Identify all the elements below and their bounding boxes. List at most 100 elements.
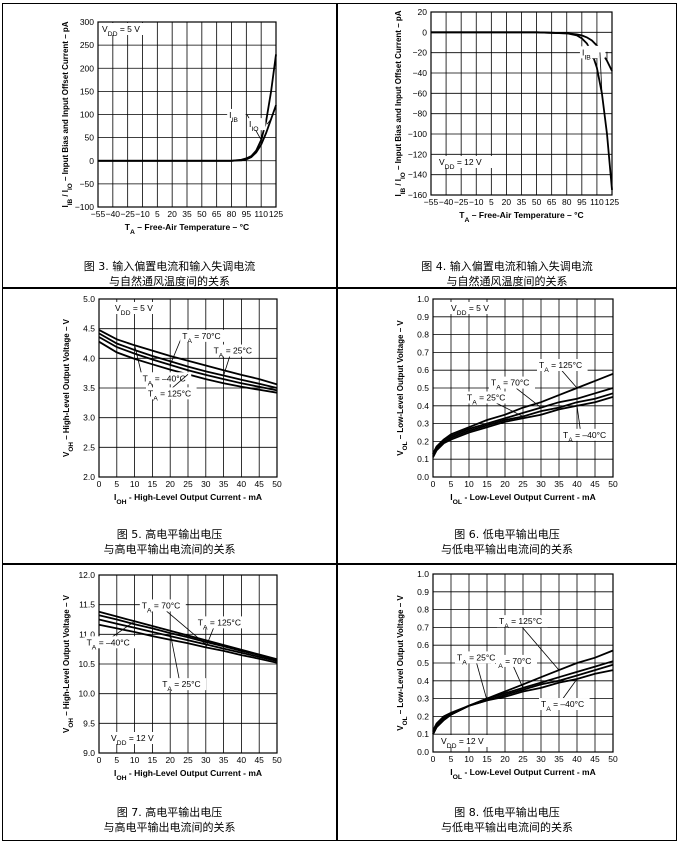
caption-line-1: 图 4. 输入偏置电流和输入失调电流: [421, 260, 593, 273]
x-tick-label: 0: [431, 479, 436, 489]
label-leader: [159, 605, 207, 645]
series-line-3: [432, 669, 614, 732]
series-line-2: [98, 618, 278, 662]
figure-6-panel: 0 5 10 15 20 25 30 35 40 45 50 0.0 0.1 0.2 0.3 0.4 0.5 0.…: [337, 288, 677, 564]
series-label-1: TA = 25°C: [214, 346, 252, 360]
y-tick-label: 200: [80, 63, 94, 73]
annotation-bg: [449, 302, 501, 314]
annotation-bg: [113, 302, 165, 314]
x-tick-label: −10: [469, 197, 484, 207]
y-tick-label: 0.2: [417, 711, 429, 721]
vdd-annotation: VDD = 5 V: [102, 24, 140, 38]
vdd-annotation: VDD = 5 V: [451, 303, 489, 317]
x-tick-label: 50: [608, 479, 618, 489]
y-tick-label: 2.5: [83, 442, 95, 452]
x-tick-label: 50: [532, 197, 542, 207]
x-tick-label: 45: [590, 754, 600, 764]
y-tick-label: 3.0: [83, 413, 95, 423]
caption-line-2: 与低电平输出电流间的关系: [441, 543, 573, 556]
y-tick-label: −50: [80, 179, 95, 189]
figure-3-panel: −55 −40 −25 −10 5 20 35 50 65 80 95 110 125 −100 −50 0 5…: [2, 3, 337, 288]
grid: [98, 574, 278, 754]
figure-8-chart: 0 5 10 15 20 25 30 35 40 45 50 0.0 0.1 0.2 0.3 0.4 0.5 0.…: [396, 569, 618, 781]
x-tick-label: 45: [254, 479, 264, 489]
series-line-1: [432, 660, 614, 735]
caption-line-2: 与自然通风温度间的关系: [446, 275, 568, 288]
x-axis-label: IOH - High-Level Output Current - mA: [114, 768, 262, 782]
x-tick-label: 50: [608, 754, 618, 764]
series-label-3: TA = 125°C: [198, 617, 241, 631]
y-tick-label: −20: [413, 48, 428, 58]
x-tick-label: 5: [114, 479, 119, 489]
series-label-1: TA = 25°C: [162, 679, 200, 693]
caption-line-1: 图 3. 输入偏置电流和输入失调电流: [83, 260, 256, 273]
label-bg: [537, 359, 588, 371]
figure-8-panel: 0 5 10 15 20 25 30 35 40 45 50 0.0 0.1 0.2 0.3 0.4 0.5 0.…: [337, 564, 677, 841]
label-bg: [211, 344, 258, 357]
x-tick-label: 30: [201, 755, 211, 765]
x-tick-label: 15: [148, 755, 158, 765]
caption-line-2: 与自然通风温度间的关系: [109, 275, 230, 288]
y-axis-label: IIB / IIO – Input Bias and Input Offset …: [394, 10, 407, 196]
y-tick-label: 0: [89, 156, 94, 166]
figure-5-panel: 0 5 10 15 20 25 30 35 40 45 50 2.0 2.5 3.0 3.5 4.0 4.5 5.…: [2, 288, 337, 564]
series-label-1: IIB: [582, 47, 591, 61]
label-leader: [599, 52, 603, 94]
label-bg: [465, 391, 511, 404]
caption-line-1: 图 8. 低电平输出电压: [454, 806, 560, 819]
y-tick-label: 5.0: [83, 294, 95, 304]
series-label-0: IIB: [229, 110, 238, 124]
series-line-2: [98, 336, 278, 392]
series-label-2: TA = 70°C: [182, 331, 220, 345]
label-bg: [455, 651, 501, 664]
y-tick-label: 1.0: [417, 294, 429, 304]
y-tick-label: 0.2: [417, 436, 429, 446]
label-bg: [489, 376, 535, 389]
y-tick-label: 0.8: [417, 605, 429, 615]
caption-line-2: 与高电平输出电流间的关系: [103, 543, 236, 556]
y-tick-label: 0.5: [417, 383, 429, 393]
x-tick-label: 80: [562, 197, 572, 207]
figure-3-chart: −55 −40 −25 −10 5 20 35 50 65 80 95 110 125 −100 −50 0 5…: [61, 17, 283, 236]
series-label-0: TA = 125°C: [539, 360, 582, 374]
x-tick-label: 40: [572, 754, 582, 764]
x-tick-label: 50: [272, 755, 282, 765]
x-tick-label: 35: [554, 479, 564, 489]
series-label-0: TA = 125°C: [499, 616, 542, 630]
x-tick-label: 65: [547, 197, 557, 207]
y-tick-label: 0.9: [417, 587, 429, 597]
label-bg: [491, 654, 537, 667]
figure-4-chart: −55 −40 −25 −10 5 20 35 50 65 80 95 110 125−160−140−…: [394, 7, 619, 224]
grid: [97, 21, 277, 208]
y-axis-label: VOH – High-Level Output Voltage – V: [62, 318, 75, 457]
y-tick-label: 50: [85, 133, 95, 143]
x-tick-label: 5: [449, 754, 454, 764]
figure-5-chart: 0 5 10 15 20 25 30 35 40 45 50 2.0 2.5 3.0 3.5 4.0 4.5 5.…: [62, 294, 282, 506]
y-tick-label: 9.0: [83, 748, 95, 758]
figure-7-chart: 0 5 10 15 20 25 30 35 40 45 50 9.0 9.5 10.0 10.5 11.0 11…: [62, 570, 282, 782]
x-tick-label: 80: [227, 209, 237, 219]
x-axis-label: IOL - Low-Level Output Current - mA: [450, 492, 595, 506]
vdd-annotation: VDD = 5 V: [115, 303, 153, 317]
x-tick-label: −10: [135, 209, 150, 219]
y-tick-label: 300: [80, 17, 94, 27]
figure-4-panel: −55 −40 −25 −10 5 20 35 50 65 80 95 110 125 −160 −140−…: [337, 3, 677, 288]
vdd-annotation: VDD = 12 V: [111, 733, 154, 747]
series-line-0: [98, 610, 278, 661]
y-tick-label: 11.5: [79, 600, 95, 610]
y-axis-label: VOL – Low-Level Output Voltage – V: [396, 595, 409, 731]
label-bg: [195, 616, 247, 629]
y-tick-label: 0.4: [417, 676, 429, 686]
y-tick-label: 0.1: [417, 729, 429, 739]
label-bg: [247, 118, 266, 131]
y-tick-label: 150: [80, 86, 94, 96]
x-tick-label: 30: [536, 479, 546, 489]
y-tick-label: 12.0: [78, 570, 95, 580]
x-tick-label: −25: [120, 209, 135, 219]
y-tick-label: 0.7: [417, 347, 429, 357]
y-tick-label: −100: [408, 129, 427, 139]
figure-6-caption: 图 6. 低电平输出电压 与低电平输出电流间的关系: [338, 527, 676, 557]
series-label-0: TA = –40°C: [143, 373, 186, 387]
x-tick-label: 30: [536, 754, 546, 764]
series-line-1: [98, 332, 278, 389]
